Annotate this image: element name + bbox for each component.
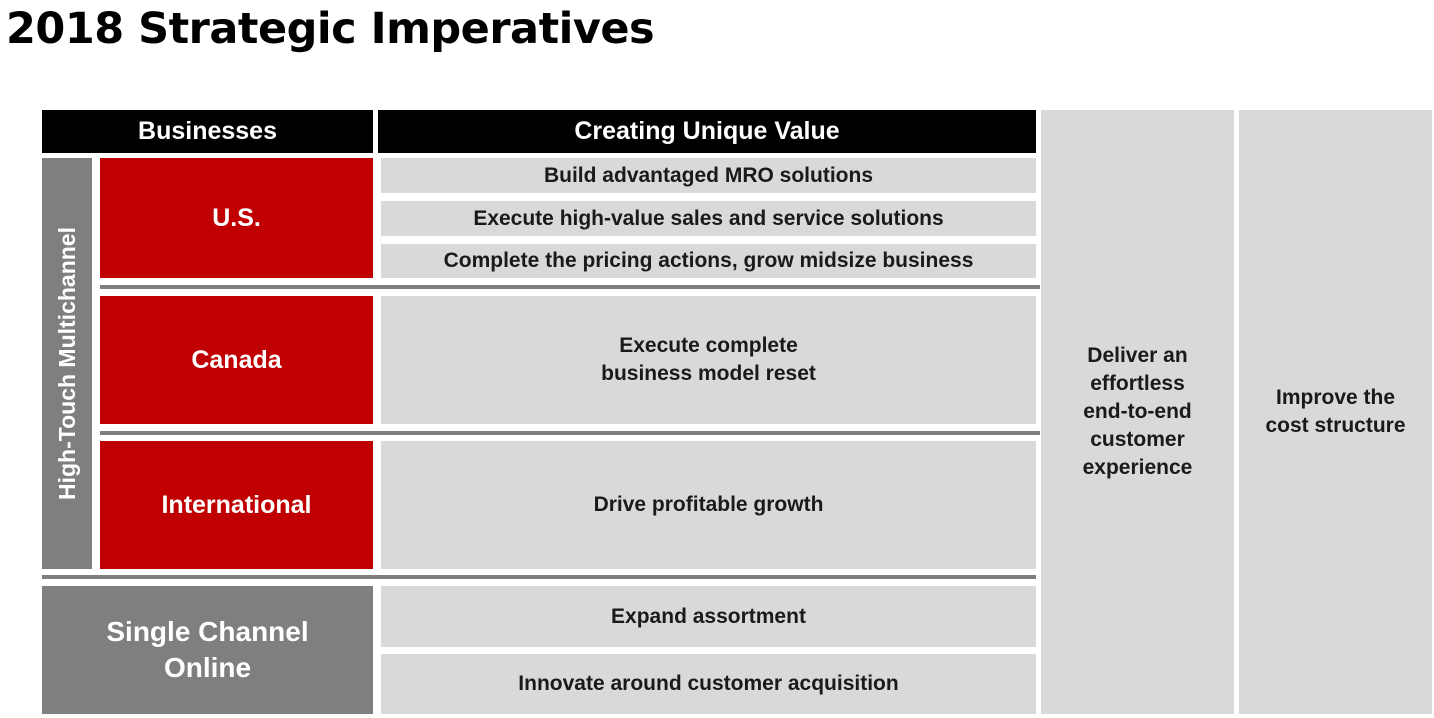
cost-structure-line2: cost structure: [1265, 414, 1406, 437]
value-us-1: Build advantaged MRO solutions: [381, 158, 1036, 193]
value-international: Drive profitable growth: [381, 441, 1036, 569]
customer-experience-line4: customer: [1090, 428, 1185, 451]
customer-experience-line3: end-to-end: [1083, 400, 1192, 423]
value-us-3: Complete the pricing actions, grow midsi…: [381, 244, 1036, 278]
row-separator: [100, 285, 1040, 289]
customer-experience-line1: Deliver an: [1087, 344, 1188, 367]
customer-experience-column: Deliver an effortless end-to-end custome…: [1041, 110, 1234, 714]
single-channel-line1: Single Channel: [106, 616, 309, 647]
value-online-1: Expand assortment: [381, 586, 1036, 647]
business-international: International: [100, 441, 373, 569]
high-touch-multichannel-label: High-Touch Multichannel: [53, 227, 80, 500]
business-canada: Canada: [100, 296, 373, 424]
value-us-2: Execute high-value sales and service sol…: [381, 201, 1036, 236]
businesses-header: Businesses: [42, 110, 373, 153]
cost-structure-line1: Improve the: [1275, 386, 1396, 409]
customer-experience-line5: experience: [1082, 456, 1193, 479]
segment-separator: [42, 575, 1036, 579]
value-online-2: Innovate around customer acquisition: [381, 654, 1036, 714]
creating-unique-value-header: Creating Unique Value: [378, 110, 1036, 153]
value-canada-line2: business model reset: [601, 362, 816, 385]
cost-structure-column: Improve the cost structure: [1239, 110, 1432, 714]
high-touch-multichannel-band: High-Touch Multichannel: [42, 158, 92, 569]
business-single-channel-online: Single Channel Online: [42, 586, 373, 714]
value-canada-line1: Execute complete: [619, 334, 798, 357]
page-title: 2018 Strategic Imperatives: [6, 4, 655, 54]
business-us: U.S.: [100, 158, 373, 278]
row-separator: [100, 431, 1040, 435]
value-canada: Execute complete business model reset: [381, 296, 1036, 424]
single-channel-line2: Online: [163, 652, 252, 683]
customer-experience-line2: effortless: [1090, 372, 1185, 395]
